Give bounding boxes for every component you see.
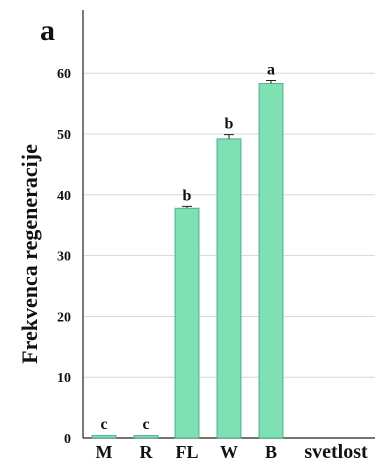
error-bar-B (266, 79, 276, 84)
y-tick-label: 50 (57, 128, 71, 143)
x-tick-label-M: M (96, 442, 113, 462)
significance-letter-W: b (225, 116, 234, 133)
x-tick-label-R: R (140, 442, 154, 462)
error-bars (182, 79, 276, 209)
significance-letters: c c b b a (100, 61, 275, 432)
y-tick-label: 60 (57, 67, 71, 82)
significance-letter-FL: b (183, 187, 192, 204)
x-tick-label-FL: FL (175, 442, 198, 462)
y-tick-label: 20 (57, 310, 71, 325)
error-bar-W (224, 134, 234, 139)
significance-letter-R: c (142, 416, 149, 433)
y-tick-label: 0 (64, 432, 71, 447)
bar-M (91, 435, 117, 439)
x-tick-label-B: B (265, 442, 277, 462)
bar-FL (174, 207, 200, 439)
y-tick-labels: 0 10 20 30 40 50 60 (57, 67, 71, 447)
y-tick-label: 10 (57, 371, 71, 386)
bar-B (258, 83, 284, 439)
y-tick-label: 40 (57, 189, 71, 204)
bar-R (133, 435, 159, 439)
y-axis-title: Frekvenca regeneracije (17, 144, 42, 364)
panel-label: a (40, 14, 55, 47)
significance-letter-M: c (100, 416, 107, 433)
error-bar-FL (182, 205, 192, 209)
bar-W (216, 138, 242, 439)
x-axis-title: svetlost (304, 441, 368, 463)
y-tick-label: 30 (57, 250, 71, 265)
x-tick-label-W: W (220, 442, 238, 462)
bars (91, 83, 284, 439)
x-tick-labels: M R FL W B (96, 442, 278, 462)
significance-letter-B: a (267, 61, 275, 78)
